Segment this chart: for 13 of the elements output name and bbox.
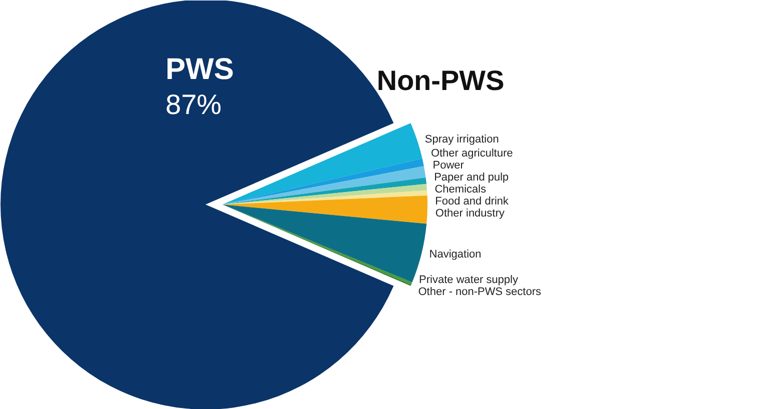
slice-label: Other industry: [435, 208, 506, 220]
slice-label: Power: [432, 160, 464, 172]
slice-label: Food and drink: [435, 196, 510, 208]
slice-label: Private water supply: [419, 274, 519, 286]
slice-label: Other agriculture: [430, 148, 513, 160]
slice-label: Navigation: [429, 248, 482, 261]
slice-label: PWS: [166, 53, 234, 86]
data-label: 87%: [166, 89, 222, 120]
slice-label: Other - non-PWS sectors: [418, 286, 542, 298]
slice-label: Paper and pulp: [434, 172, 509, 184]
slice-label: Spray irrigation: [424, 133, 499, 146]
text: Non-PWS: [376, 65, 504, 96]
slice-label: Chemicals: [434, 184, 487, 196]
